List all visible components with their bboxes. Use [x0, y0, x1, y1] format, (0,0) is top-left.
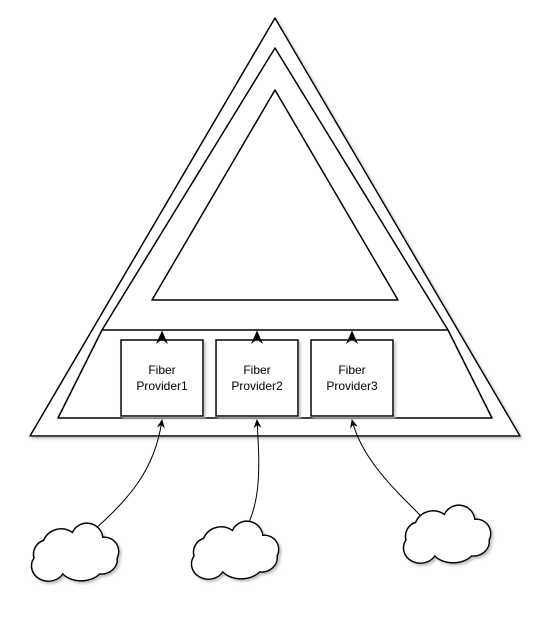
cloud-1 — [31, 523, 118, 581]
provider-label-2-line2: Provider2 — [231, 379, 283, 393]
provider-label-2-line1: Fiber — [243, 363, 270, 377]
provider-box-1 — [121, 340, 203, 416]
provider-label-1-line1: Fiber — [148, 363, 175, 377]
cloud-2 — [191, 521, 278, 579]
diagram-canvas: Fiber Provider1 Fiber Provider2 Fiber Provide… — [0, 0, 555, 620]
provider-label-3-line2: Provider3 — [326, 379, 378, 393]
provider-label-3-line1: Fiber — [338, 363, 365, 377]
provider-label-1-line2: Provider1 — [136, 379, 188, 393]
provider-box-3 — [311, 340, 393, 416]
cloud-3 — [403, 505, 490, 563]
provider-box-2 — [216, 340, 298, 416]
